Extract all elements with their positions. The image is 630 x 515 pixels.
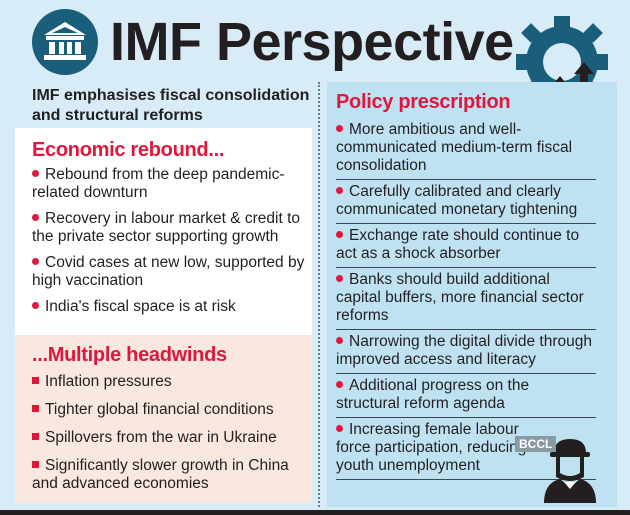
- list-item: Recovery in labour market & credit to th…: [32, 210, 300, 245]
- list-item: Additional progress on the structural re…: [336, 374, 596, 418]
- bullet-icon: [336, 231, 343, 238]
- bullet-icon: [32, 214, 39, 221]
- list-item: Exchange rate should continue to act as …: [336, 224, 596, 268]
- list-item: Banks should build additional capital bu…: [336, 268, 596, 330]
- list-item: Narrowing the digital divide through imp…: [336, 330, 596, 374]
- list-item: India's fiscal space is at risk: [32, 298, 310, 316]
- policy-list: More ambitious and well-communicated med…: [336, 118, 596, 480]
- list-item: Increasing female labour force participa…: [336, 418, 596, 480]
- list-item: Rebound from the deep pandemic-related d…: [32, 166, 285, 201]
- bullet-icon: [336, 337, 343, 344]
- bullet-icon: [336, 425, 343, 432]
- page-title: IMF Perspective: [110, 12, 514, 72]
- headwinds-title: ...Multiple headwinds: [32, 344, 227, 366]
- subtitle-line-1: IMF emphasises fiscal consolidation: [32, 87, 310, 104]
- column-divider: [318, 82, 320, 507]
- square-bullet-icon: [32, 461, 39, 468]
- list-item: Carefully calibrated and clearly communi…: [336, 180, 596, 224]
- header: IMF Perspective: [0, 0, 630, 80]
- bank-building-icon: [32, 9, 98, 75]
- female-worker-icon: [540, 435, 600, 503]
- watermark: BCCL: [515, 436, 557, 452]
- economic-rebound-title: Economic rebound...: [32, 139, 225, 161]
- bullet-icon: [32, 170, 39, 177]
- policy-title: Policy prescription: [336, 91, 511, 113]
- subtitle: IMF emphasises fiscal consolidation and …: [32, 86, 309, 126]
- list-item: Significantly slower growth in China and…: [32, 457, 289, 492]
- headwinds-section: ...Multiple headwinds Inflation pressure…: [15, 335, 312, 503]
- bullet-icon: [336, 125, 343, 132]
- list-item: Covid cases at new low, supported by hig…: [32, 254, 305, 289]
- economic-rebound-section: Economic rebound... Rebound from the dee…: [15, 128, 312, 335]
- bottom-bar: [0, 510, 630, 515]
- list-item: More ambitious and well-communicated med…: [336, 118, 596, 180]
- square-bullet-icon: [32, 433, 39, 440]
- subtitle-line-2: and structural reforms: [32, 107, 203, 124]
- bullet-icon: [32, 302, 39, 309]
- policy-prescription-section: Policy prescription More ambitious and w…: [327, 82, 617, 507]
- headwinds-list: Inflation pressures Tighter global finan…: [32, 373, 310, 493]
- square-bullet-icon: [32, 377, 39, 384]
- economic-rebound-list: Rebound from the deep pandemic-related d…: [32, 166, 310, 316]
- list-item: Spillovers from the war in Ukraine: [32, 429, 310, 447]
- square-bullet-icon: [32, 405, 39, 412]
- list-item: Inflation pressures: [32, 373, 310, 391]
- list-item: Tighter global financial conditions: [32, 401, 310, 419]
- bullet-icon: [336, 275, 343, 282]
- bullet-icon: [32, 258, 39, 265]
- bullet-icon: [336, 381, 343, 388]
- bullet-icon: [336, 187, 343, 194]
